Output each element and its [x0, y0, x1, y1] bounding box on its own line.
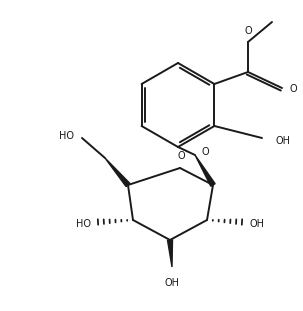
Polygon shape	[168, 240, 172, 267]
Text: HO: HO	[59, 131, 74, 141]
Text: O: O	[202, 147, 210, 157]
Text: O: O	[290, 84, 298, 94]
Polygon shape	[105, 158, 130, 187]
Polygon shape	[195, 155, 215, 186]
Text: OH: OH	[165, 278, 179, 288]
Text: OH: OH	[276, 136, 291, 146]
Text: O: O	[244, 26, 252, 36]
Text: HO: HO	[76, 219, 91, 229]
Text: OH: OH	[249, 219, 264, 229]
Text: O: O	[177, 151, 185, 161]
